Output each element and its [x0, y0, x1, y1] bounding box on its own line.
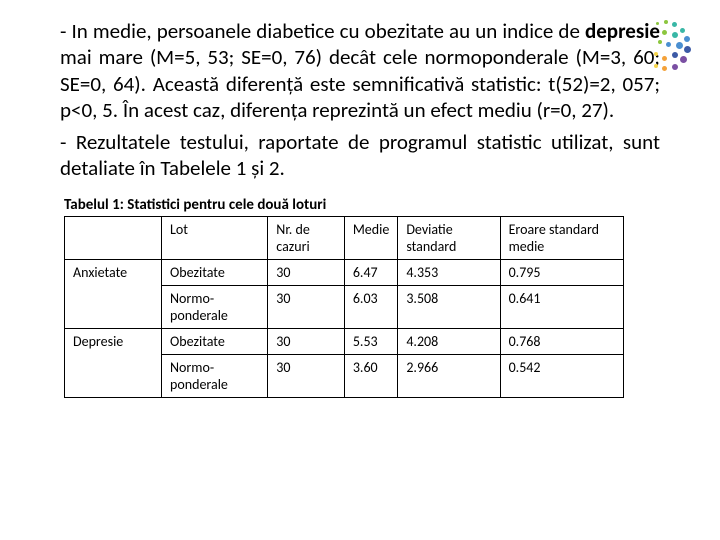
- table-row: Anxietate Obezitate 30 6.47 4.353 0.795: [65, 259, 624, 285]
- table-header-row: Lot Nr. de cazuri Medie Deviatie standar…: [65, 216, 624, 259]
- cell-mean: 5.53: [344, 328, 397, 354]
- decorative-dot-logo: [638, 18, 698, 78]
- cell-sd: 4.353: [398, 259, 500, 285]
- cell-lot: Normo-ponderale: [162, 354, 268, 397]
- body-paragraph-2: - Rezultatele testului, raportate de pro…: [60, 129, 660, 182]
- cell-se: 0.641: [500, 285, 623, 328]
- col-header-empty: [65, 216, 162, 259]
- cell-lot: Obezitate: [162, 328, 268, 354]
- cell-n: 30: [268, 354, 345, 397]
- cell-mean: 3.60: [344, 354, 397, 397]
- cell-se: 0.768: [500, 328, 623, 354]
- stats-table: Lot Nr. de cazuri Medie Deviatie standar…: [64, 216, 624, 398]
- body-paragraph-1: - In medie, persoanele diabetice cu obez…: [60, 18, 660, 123]
- cell-mean: 6.47: [344, 259, 397, 285]
- cell-mean: 6.03: [344, 285, 397, 328]
- col-header-mean: Medie: [344, 216, 397, 259]
- col-header-se: Eroare standard medie: [500, 216, 623, 259]
- col-header-lot: Lot: [162, 216, 268, 259]
- table-caption: Tabelul 1: Statistici pentru cele două l…: [60, 196, 660, 214]
- text-run: - In medie, persoanele diabetice cu obez…: [60, 18, 585, 44]
- cell-n: 30: [268, 285, 345, 328]
- group-cell-depresie: Depresie: [65, 328, 162, 397]
- cell-se: 0.542: [500, 354, 623, 397]
- col-header-sd: Deviatie standard: [398, 216, 500, 259]
- group-cell-anxietate: Anxietate: [65, 259, 162, 328]
- cell-lot: Obezitate: [162, 259, 268, 285]
- cell-sd: 2.966: [398, 354, 500, 397]
- table-row: Depresie Obezitate 30 5.53 4.208 0.768: [65, 328, 624, 354]
- cell-n: 30: [268, 259, 345, 285]
- col-header-n: Nr. de cazuri: [268, 216, 345, 259]
- cell-n: 30: [268, 328, 345, 354]
- cell-sd: 4.208: [398, 328, 500, 354]
- text-run: mai mare (M=5, 53; SE=0, 76) decât cele …: [60, 44, 660, 123]
- cell-lot: Normo-ponderale: [162, 285, 268, 328]
- cell-sd: 3.508: [398, 285, 500, 328]
- cell-se: 0.795: [500, 259, 623, 285]
